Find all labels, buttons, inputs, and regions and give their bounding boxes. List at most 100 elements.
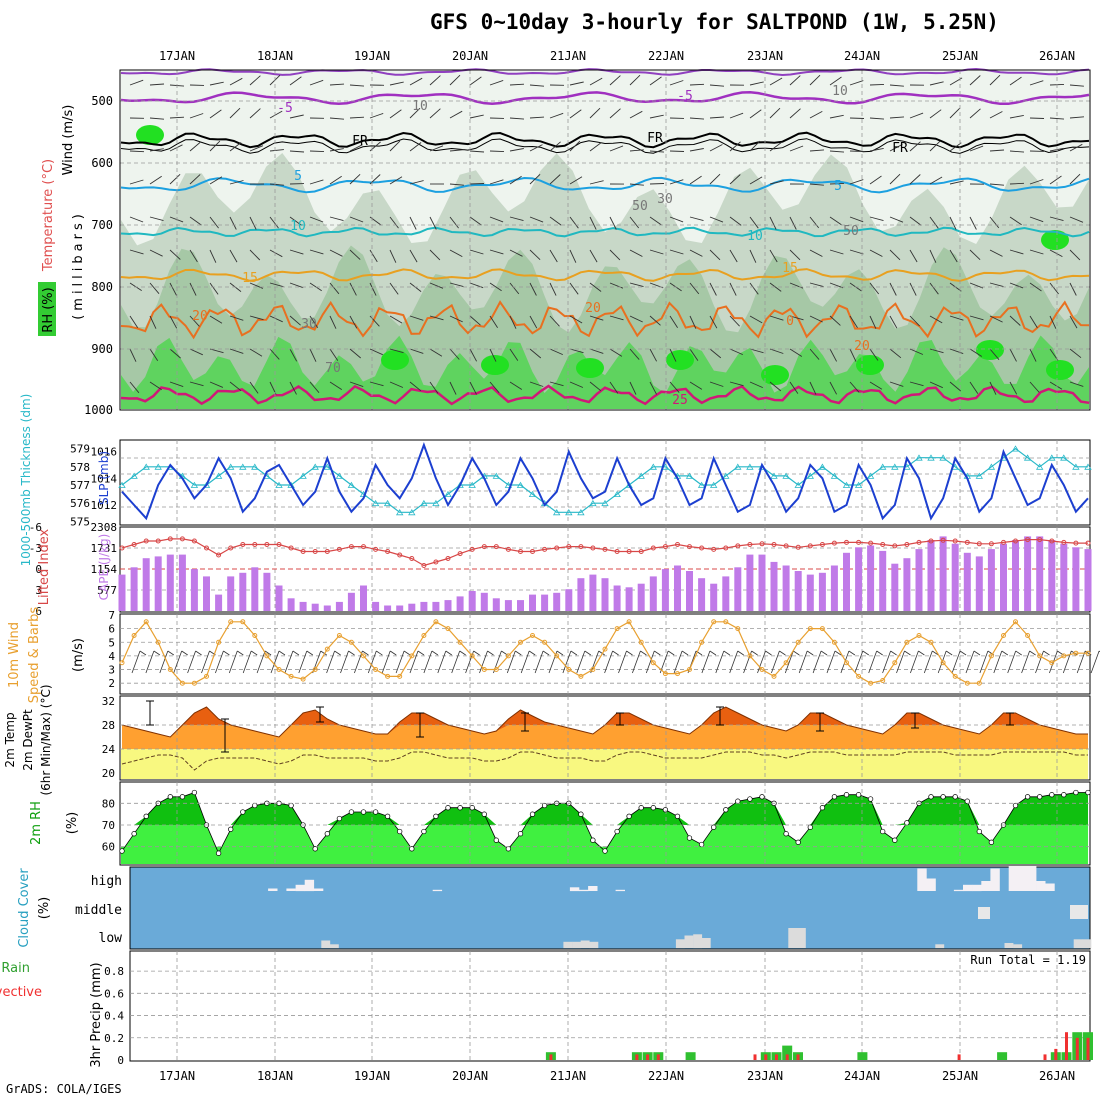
wind-barb xyxy=(629,282,644,288)
rh-point xyxy=(119,848,125,854)
wind-barb xyxy=(749,381,763,389)
rh-point xyxy=(541,802,548,809)
wind-barb xyxy=(169,216,184,223)
wind-barb xyxy=(889,84,904,87)
wind-barb-flag xyxy=(334,650,341,656)
thickness-tick: 577 xyxy=(70,479,90,492)
wind-barb xyxy=(569,315,583,324)
wind-barb xyxy=(729,315,740,327)
wind-barb xyxy=(249,145,264,152)
wind-barb-flag xyxy=(654,650,661,656)
cape-bar xyxy=(239,572,247,611)
wind-barb xyxy=(849,80,864,86)
thickness-point xyxy=(323,463,332,470)
li-point xyxy=(373,546,379,552)
wind-barb-flag xyxy=(876,650,883,656)
wind-barb xyxy=(229,315,244,321)
rh-point xyxy=(324,831,330,837)
bottom-date-label: 22JAN xyxy=(648,1069,684,1083)
li-point xyxy=(602,546,608,552)
wind-speed-point xyxy=(819,626,825,632)
rh-point xyxy=(662,807,669,813)
cloud-high-bar xyxy=(295,884,305,892)
pressure-tick: 700 xyxy=(91,218,113,232)
cape-bar xyxy=(299,601,307,611)
wind-barb xyxy=(609,145,624,152)
wind-speed-point xyxy=(348,639,354,645)
precip-conv-bar xyxy=(656,1054,660,1060)
wind-speed-point xyxy=(493,667,499,672)
bottom-date-label: 17JAN xyxy=(159,1069,195,1083)
thickness-line xyxy=(121,447,1088,513)
bottom-date-axis: 17JAN 18JAN 19JAN 20JAN 21JAN 22JAN 23JAN 24JAN… xyxy=(159,1069,1075,1083)
wind-barb xyxy=(589,348,604,354)
wind-barb xyxy=(1009,76,1022,86)
wind-barb xyxy=(209,140,221,152)
isotherm-label: -5 xyxy=(277,101,293,116)
li-point xyxy=(578,544,584,550)
wind-speed-point xyxy=(179,680,185,686)
rh-bright-blob xyxy=(136,125,164,145)
wind-barb xyxy=(329,381,343,390)
wind-speed-point xyxy=(880,678,886,683)
wind-barb xyxy=(589,77,603,86)
wind-barb xyxy=(189,249,198,263)
wind-barb xyxy=(849,117,865,119)
wind-barb xyxy=(709,315,718,329)
li-point xyxy=(324,549,330,554)
isotherm-25 xyxy=(120,384,1090,406)
wind-barb xyxy=(389,81,404,86)
wind-barb xyxy=(429,249,441,261)
cloud-low-bar xyxy=(701,938,711,948)
thickness-point xyxy=(927,454,935,461)
wind-barb xyxy=(329,175,342,185)
thickness-ylabel: 1000-500mb Thickness (dm) xyxy=(19,394,33,567)
wind-barb xyxy=(649,315,661,326)
wind-speed-point xyxy=(578,673,584,679)
wind-barb xyxy=(469,183,485,185)
slp-ylabel: SLP (mb) xyxy=(97,451,111,505)
wind-barb xyxy=(629,74,641,86)
wind-barb-flag xyxy=(292,650,300,656)
wind-barb xyxy=(809,149,825,152)
wind-barb xyxy=(189,348,203,356)
wind-barb-10m xyxy=(951,650,961,674)
rh-point xyxy=(747,796,753,802)
wind-barb xyxy=(269,348,280,360)
cape-bar xyxy=(830,565,838,611)
wind-barb xyxy=(489,381,500,393)
wind-barb xyxy=(309,315,319,328)
thickness-point xyxy=(420,499,428,507)
wind-barb xyxy=(749,249,757,263)
isotherm-label: 10 xyxy=(412,99,428,114)
wind-barb-10m xyxy=(993,650,1003,674)
wind-barb-10m xyxy=(604,650,613,674)
thickness-point xyxy=(444,490,452,497)
wind-barb xyxy=(1049,249,1063,257)
rh-point xyxy=(240,809,246,815)
wind-barb xyxy=(869,348,879,361)
wind-speed-point xyxy=(324,646,330,652)
wind-barb-10m xyxy=(923,650,933,674)
wind-barb xyxy=(149,381,162,391)
wind-barb xyxy=(809,249,823,257)
rh-point xyxy=(638,805,644,811)
temp-fill xyxy=(121,706,1088,779)
wind-barb xyxy=(149,348,159,361)
isotherm-label: 15 xyxy=(782,261,798,276)
li-point xyxy=(614,549,620,554)
wind-barb xyxy=(509,348,519,361)
rh-point xyxy=(867,796,874,802)
rh-bright-blob xyxy=(1041,230,1069,250)
rh-point xyxy=(409,846,415,852)
thickness-point xyxy=(552,509,561,516)
wind-barb xyxy=(809,381,817,395)
rh-band-mid xyxy=(121,245,1089,409)
slp-tick: 1012 xyxy=(91,499,118,512)
wind-barb xyxy=(529,381,544,387)
wind-barb-flag xyxy=(167,650,175,656)
wind-ylabel-2: Speed & Barbs xyxy=(27,607,42,704)
wind-barb-flag xyxy=(904,650,911,656)
cape-bar xyxy=(975,556,983,611)
thickness-point xyxy=(118,481,126,488)
